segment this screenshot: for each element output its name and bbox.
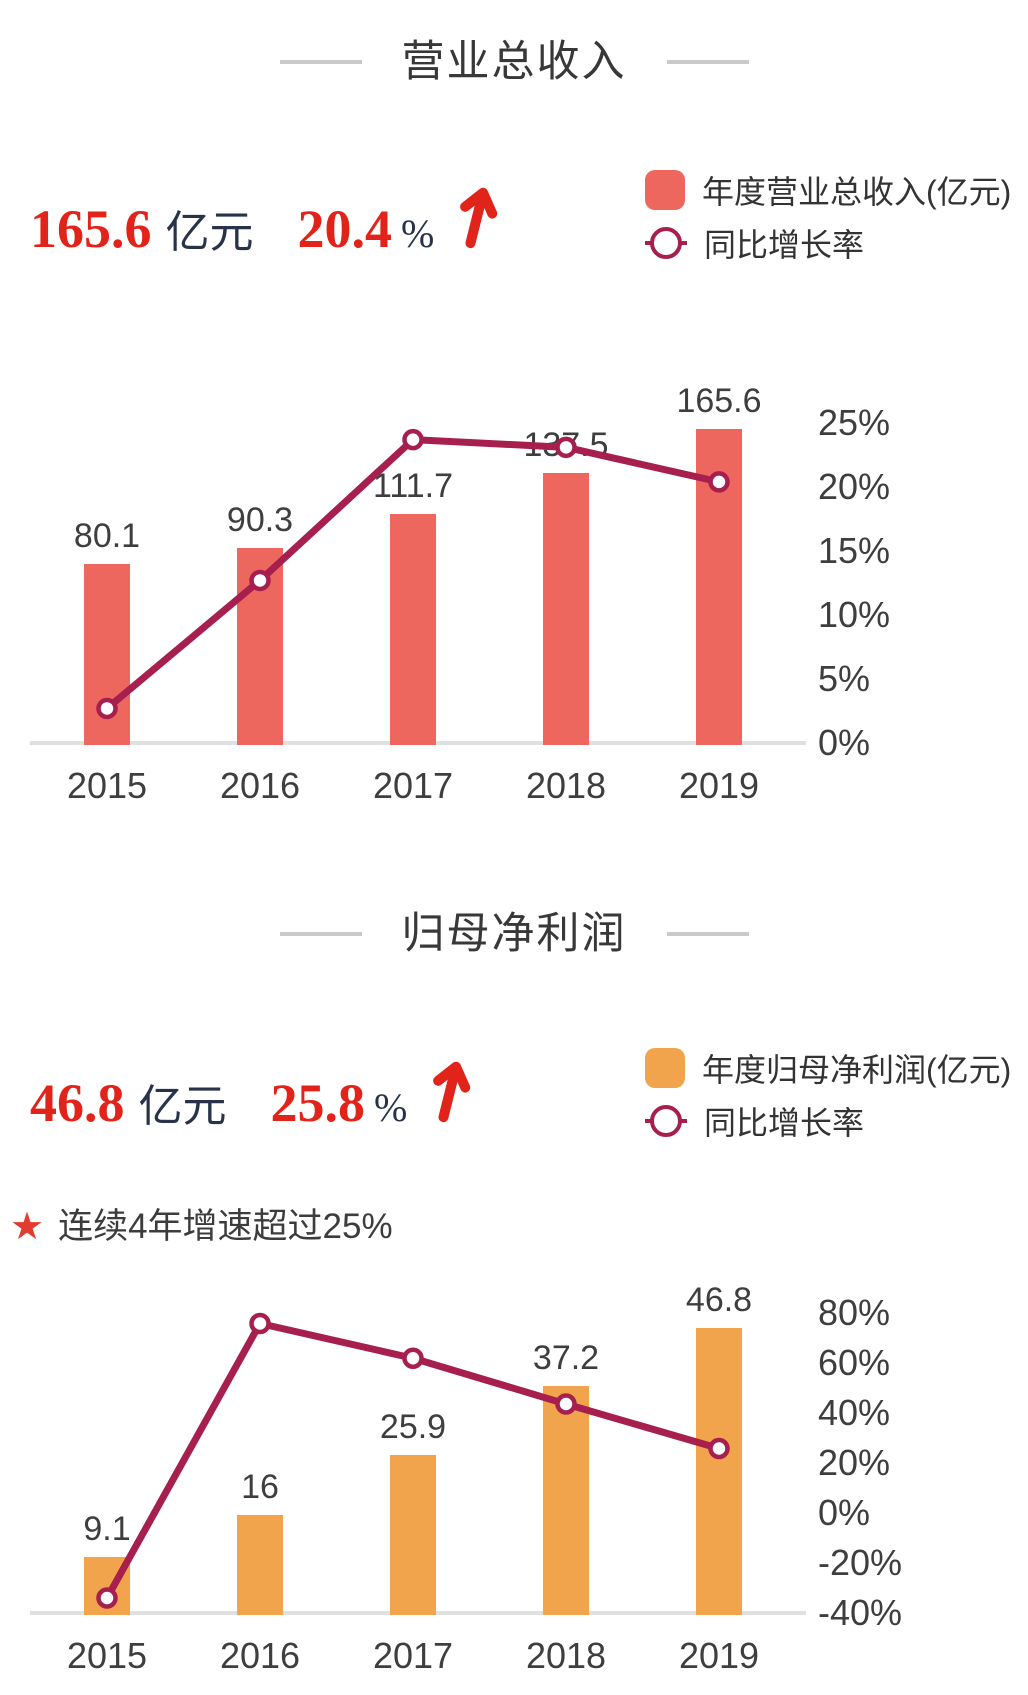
chart1-y-axis-tick-40: 40% — [818, 1392, 891, 1433]
section-revenue-title-row: 营业总收入 — [0, 34, 1028, 90]
chart0-bar-value-label-2017: 111.7 — [372, 466, 454, 505]
chart0-bar-2015 — [84, 564, 130, 745]
chart0-y-axis-tick-10: 10% — [818, 594, 891, 635]
legend-revenue-growth: 同比增长率 — [645, 222, 864, 264]
chart1-bar-value-label-2018: 37.2 — [532, 1339, 600, 1378]
profit-bar-swatch-icon — [645, 1048, 685, 1088]
chart0-x-axis-label-2015: 2015 — [66, 765, 148, 806]
chart1-bar-2018 — [543, 1386, 589, 1615]
star-icon: ★ — [10, 1206, 45, 1248]
chart0-y-axis-tick-0: 0% — [818, 722, 871, 763]
chart1-bar-2017 — [390, 1455, 436, 1615]
chart1-bar-value-label-2017: 25.9 — [379, 1408, 447, 1446]
profit-value: 46.8 — [30, 1073, 125, 1133]
revenue-value: 165.6 — [30, 199, 152, 259]
chart0-bar-2017 — [390, 513, 436, 745]
chart1-y-axis-tick-80: 80% — [818, 1292, 891, 1333]
title-dash-left — [279, 60, 362, 64]
line-circle-marker-icon — [645, 1102, 687, 1140]
chart0-x-axis-label-2016: 2016 — [219, 765, 301, 806]
profit-unit: 亿元 — [138, 1082, 227, 1131]
legend-profit-bar: 年度归母净利润(亿元) — [645, 1047, 1011, 1089]
chart1-x-axis-label-2016: 2016 — [219, 1635, 301, 1676]
up-arrow-icon — [427, 1056, 473, 1131]
legend-label: 同比增长率 — [704, 1105, 865, 1141]
line-circle-marker-icon — [645, 224, 687, 262]
chart1-x-axis-label-2018: 2018 — [525, 1635, 607, 1676]
profit-growth-value: 25.8 — [270, 1073, 366, 1133]
profit-highlight: 46.8 亿元 25.8 % — [30, 1061, 473, 1136]
chart1-y-axis-tick--40: -40% — [818, 1592, 903, 1633]
chart0-bar-2019 — [696, 428, 742, 745]
chart1-bar-2019 — [696, 1327, 742, 1615]
title-dash-right — [666, 932, 749, 936]
chart0-growth-marker-2017 — [402, 428, 424, 451]
chart0-bar-value-label-2018: 137.5 — [523, 426, 609, 465]
chart0-y-axis-tick-5: 5% — [818, 658, 871, 699]
legend-profit-growth: 同比增长率 — [645, 1100, 864, 1142]
chart0-bar-2016 — [237, 547, 283, 745]
revenue-highlight: 165.6 亿元 20.4 % — [30, 187, 500, 262]
section-revenue-title: 营业总收入 — [401, 38, 627, 86]
revenue-growth-unit: % — [401, 211, 435, 256]
section-profit-title: 归母净利润 — [401, 910, 627, 958]
chart1-bar-value-label-2016: 16 — [241, 1468, 279, 1507]
chart1-x-axis-label-2015: 2015 — [66, 1635, 148, 1676]
chart0-y-axis-tick-15: 15% — [818, 530, 891, 571]
profit-note: ★ 连续4年增速超过25% — [10, 1205, 393, 1249]
chart1-bar-2016 — [237, 1515, 283, 1615]
chart0-y-axis-tick-25: 25% — [818, 402, 891, 443]
revenue-growth-value: 20.4 — [297, 199, 393, 259]
chart0-x-axis-label-2019: 2019 — [678, 765, 760, 806]
chart1-x-axis-label-2017: 2017 — [372, 1635, 454, 1676]
chart0-bar-value-label-2016: 90.3 — [226, 500, 294, 539]
profit-note-text: 连续4年增速超过25% — [58, 1207, 393, 1246]
chart0-y-axis-tick-20: 20% — [818, 466, 891, 507]
revenue-bar-swatch-icon — [645, 170, 685, 210]
legend-label: 同比增长率 — [704, 227, 865, 263]
chart0-bar-value-label-2015: 80.1 — [73, 517, 141, 556]
chart1-bar-value-label-2019: 46.8 — [685, 1280, 753, 1319]
up-arrow-icon — [454, 182, 500, 257]
revenue-unit: 亿元 — [165, 208, 254, 257]
chart0-bar-value-label-2019: 165.6 — [676, 381, 762, 420]
chart1-bar-value-label-2015: 9.1 — [83, 1510, 131, 1549]
chart1-growth-marker-2016 — [249, 1312, 271, 1335]
chart1-bar-2015 — [84, 1557, 130, 1615]
legend-label: 年度营业总收入(亿元) — [702, 174, 1012, 210]
legend-label: 年度归母净利润(亿元) — [702, 1052, 1012, 1088]
profit-growth-unit: % — [374, 1085, 408, 1130]
chart0-bar-2018 — [543, 473, 589, 745]
chart1-y-axis-tick-20: 20% — [818, 1442, 891, 1483]
chart1-x-axis-label-2019: 2019 — [678, 1635, 760, 1676]
chart0-x-axis-label-2017: 2017 — [372, 765, 454, 806]
chart1-y-axis-tick--20: -20% — [818, 1542, 903, 1583]
chart0-x-axis-label-2018: 2018 — [525, 765, 607, 806]
section-profit-title-row: 归母净利润 — [0, 906, 1028, 962]
chart1-growth-marker-2017 — [402, 1347, 424, 1369]
legend-revenue-bar: 年度营业总收入(亿元) — [645, 169, 1011, 211]
title-dash-right — [666, 60, 749, 64]
chart1-y-axis-tick-0: 0% — [818, 1492, 871, 1533]
chart1-y-axis-tick-60: 60% — [818, 1342, 891, 1383]
title-dash-left — [279, 932, 362, 936]
